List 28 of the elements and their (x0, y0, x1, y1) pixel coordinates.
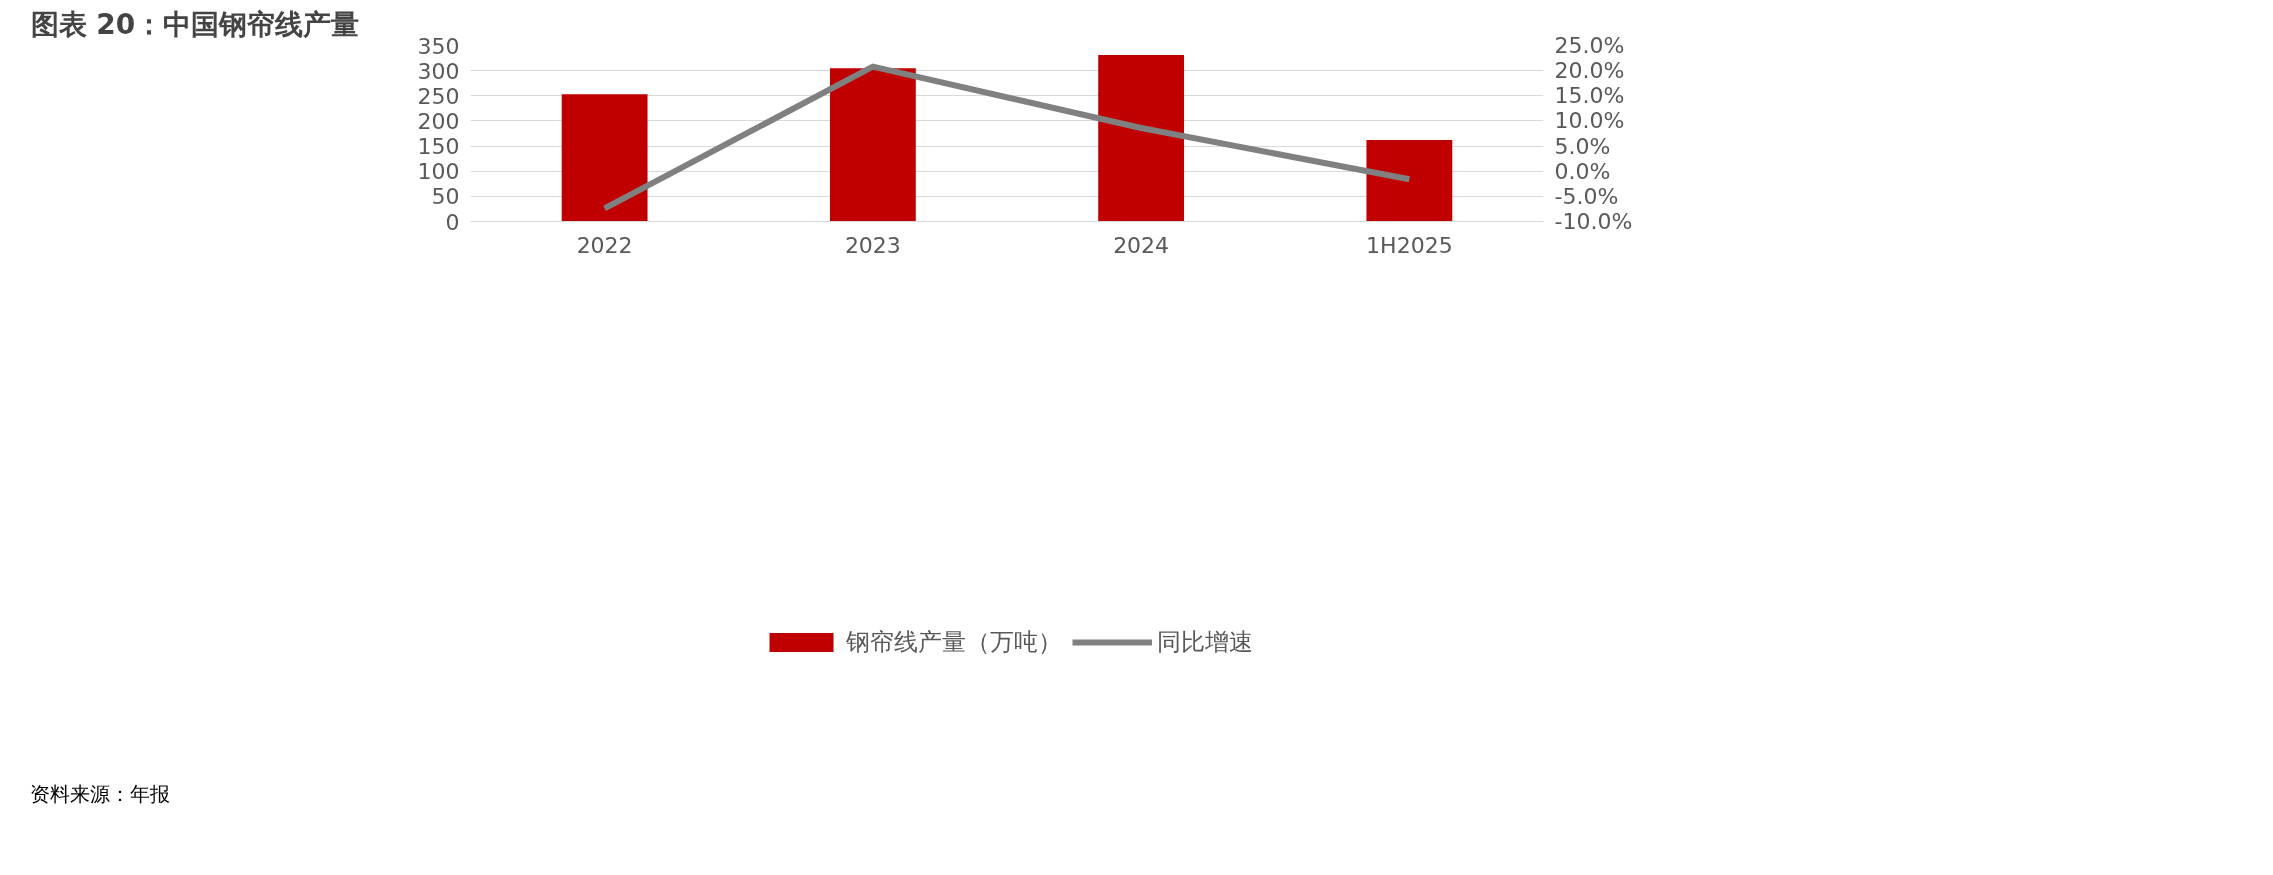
y-tick-label: 300 (417, 58, 460, 84)
y-tick-label: 50 (431, 184, 460, 210)
bar (829, 68, 916, 222)
y-tick-label: 100 (417, 159, 460, 185)
y-tick-label: 250 (417, 83, 460, 109)
legend-label: 同比增速 (1156, 627, 1253, 658)
y2-tick-label: 10.0% (1554, 108, 1625, 134)
legend-label: 钢帘线产量（万吨） (845, 627, 1062, 658)
x-tick-label: 1H2025 (1366, 232, 1453, 258)
y2-tick-label: 0.0% (1554, 158, 1611, 184)
text: 图表 20：中国钢帘线产量 (30, 7, 360, 41)
y2-tick-label: 25.0% (1554, 33, 1625, 58)
y2-tick-label: -5.0% (1554, 183, 1619, 209)
x-tick-label: 2023 (844, 232, 901, 258)
y-tick-label: 350 (417, 33, 460, 59)
text: 资料来源：年报 (30, 781, 170, 808)
x-tick-label: 2022 (576, 232, 633, 258)
bar (561, 94, 648, 222)
y-tick-label: 200 (417, 108, 460, 134)
y-tick-label: 0 (445, 209, 460, 235)
y2-tick-label: 15.0% (1554, 83, 1625, 109)
y2-tick-label: 5.0% (1554, 133, 1611, 159)
bar (1366, 140, 1453, 222)
y2-tick-label: -10.0% (1554, 209, 1633, 234)
bar (1098, 55, 1185, 222)
y2-tick-label: 20.0% (1554, 58, 1625, 84)
y-tick-label: 150 (417, 134, 460, 160)
x-tick-label: 2024 (1113, 232, 1170, 258)
